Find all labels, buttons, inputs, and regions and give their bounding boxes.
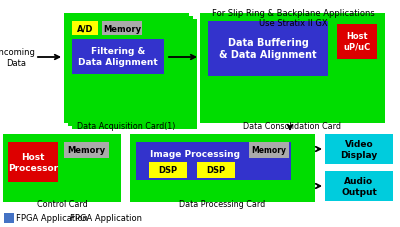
Bar xyxy=(64,14,189,123)
Text: Filtering &
Data Alignment: Filtering & Data Alignment xyxy=(78,47,158,67)
Text: Image Processing: Image Processing xyxy=(150,149,240,158)
Bar xyxy=(102,22,142,36)
Text: Data Consolidation Card: Data Consolidation Card xyxy=(243,121,341,131)
Bar xyxy=(149,162,187,178)
Bar xyxy=(200,14,385,123)
Bar xyxy=(337,25,377,60)
Bar xyxy=(208,22,328,77)
Text: Host
Processor: Host Processor xyxy=(8,153,58,172)
Bar xyxy=(72,22,98,36)
Text: Memory: Memory xyxy=(103,24,141,33)
Text: DSP: DSP xyxy=(206,166,226,175)
Text: A/D: A/D xyxy=(77,24,93,33)
Bar xyxy=(3,134,121,202)
Bar xyxy=(72,20,197,129)
Bar xyxy=(4,213,14,223)
Text: Data Buffering
& Data Alignment: Data Buffering & Data Alignment xyxy=(219,38,317,59)
Bar xyxy=(325,171,393,201)
Text: FPGA Application: FPGA Application xyxy=(70,214,142,222)
Text: Memory: Memory xyxy=(252,146,286,155)
Bar xyxy=(130,134,315,202)
Bar xyxy=(64,142,109,158)
Bar xyxy=(197,162,235,178)
Text: Video
Display: Video Display xyxy=(340,140,378,159)
Text: For Slip Ring & Backplane Applications
Use Stratix II GX: For Slip Ring & Backplane Applications U… xyxy=(212,9,374,28)
Bar xyxy=(8,142,58,182)
Bar xyxy=(325,134,393,164)
Text: Data Processing Card: Data Processing Card xyxy=(179,199,265,208)
Text: Incoming
Data: Incoming Data xyxy=(0,48,36,67)
Text: Memory: Memory xyxy=(67,146,105,155)
Bar xyxy=(72,40,164,75)
Text: FPGA Application: FPGA Application xyxy=(16,214,88,222)
Bar xyxy=(249,142,289,158)
Text: Data Acquisition Card(1): Data Acquisition Card(1) xyxy=(77,121,175,131)
Text: Audio
Output: Audio Output xyxy=(341,177,377,196)
Text: Host
uP/uC: Host uP/uC xyxy=(343,32,371,52)
Bar xyxy=(136,142,291,180)
Text: Control Card: Control Card xyxy=(37,199,87,208)
Bar xyxy=(68,17,193,126)
Text: DSP: DSP xyxy=(158,166,178,175)
